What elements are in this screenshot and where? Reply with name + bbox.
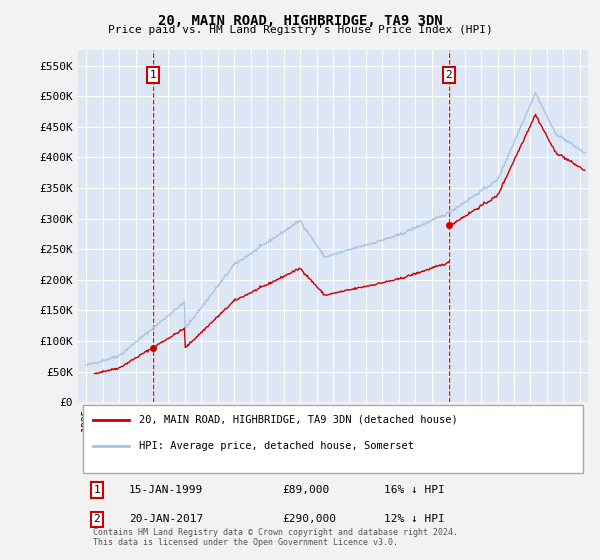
Text: 2: 2 <box>94 515 100 525</box>
FancyBboxPatch shape <box>83 405 583 473</box>
Text: HPI: Average price, detached house, Somerset: HPI: Average price, detached house, Some… <box>139 441 414 451</box>
Text: 20-JAN-2017: 20-JAN-2017 <box>129 515 203 525</box>
Text: 2: 2 <box>446 70 452 80</box>
Text: 1: 1 <box>149 70 156 80</box>
Text: 12% ↓ HPI: 12% ↓ HPI <box>384 515 445 525</box>
Text: 20, MAIN ROAD, HIGHBRIDGE, TA9 3DN: 20, MAIN ROAD, HIGHBRIDGE, TA9 3DN <box>158 14 442 28</box>
Text: £290,000: £290,000 <box>282 515 336 525</box>
Text: Contains HM Land Registry data © Crown copyright and database right 2024.
This d: Contains HM Land Registry data © Crown c… <box>94 528 458 547</box>
Text: 20, MAIN ROAD, HIGHBRIDGE, TA9 3DN (detached house): 20, MAIN ROAD, HIGHBRIDGE, TA9 3DN (deta… <box>139 415 458 425</box>
Text: 1: 1 <box>94 485 100 495</box>
Text: Price paid vs. HM Land Registry's House Price Index (HPI): Price paid vs. HM Land Registry's House … <box>107 25 493 35</box>
Text: 16% ↓ HPI: 16% ↓ HPI <box>384 485 445 495</box>
Text: 15-JAN-1999: 15-JAN-1999 <box>129 485 203 495</box>
Text: £89,000: £89,000 <box>282 485 329 495</box>
